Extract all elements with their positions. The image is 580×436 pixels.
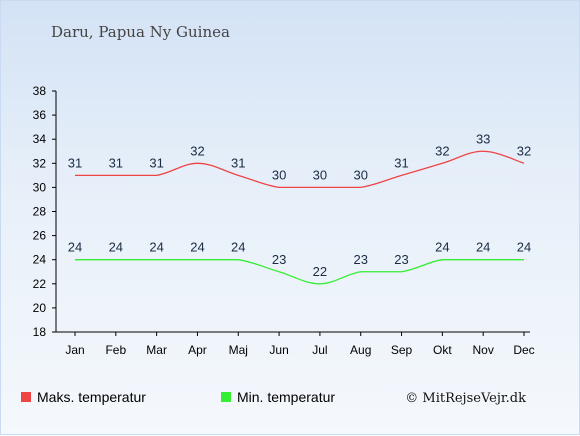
- data-label-max: 33: [476, 131, 490, 146]
- credit-text: © MitRejseVejr.dk: [405, 391, 526, 406]
- data-label-min: 22: [313, 264, 327, 279]
- x-tick-label: Aug: [350, 343, 371, 357]
- x-tick-label: Apr: [188, 343, 207, 357]
- data-label-min: 23: [272, 252, 286, 267]
- x-tick-label: Jul: [312, 343, 327, 357]
- y-tick-label: 22: [33, 277, 47, 291]
- x-tick-label: Nov: [473, 343, 494, 357]
- y-tick-label: 34: [33, 132, 47, 146]
- data-label-min: 24: [231, 240, 245, 255]
- y-tick-label: 36: [33, 108, 47, 122]
- legend: Maks. temperatur Min. temperatur: [21, 389, 335, 405]
- y-tick-label: 28: [33, 205, 47, 219]
- data-label-min: 24: [517, 240, 531, 255]
- series-layer: 31 31 31 32 31 30 30 30 31 32 33 32 24 24 24 24 24 23 22 23…: [68, 131, 531, 285]
- x-tick-label: Feb: [105, 343, 126, 357]
- series-line-min: [75, 259, 524, 285]
- data-label-max: 31: [149, 155, 163, 170]
- legend-swatch-max: [21, 392, 31, 402]
- data-label-max: 30: [272, 167, 286, 182]
- data-label-max: 30: [353, 167, 367, 182]
- data-label-min: 24: [149, 240, 163, 255]
- data-label-max: 31: [68, 155, 82, 170]
- x-tick-label: Sep: [391, 343, 413, 357]
- axes: 18 20 22 24 26 28 30 32 34 36 38 Jan Feb Mar Apr Maj Jun…: [33, 84, 535, 357]
- y-tick-label: 38: [33, 84, 47, 98]
- data-label-max: 31: [109, 155, 123, 170]
- data-label-max: 31: [231, 155, 245, 170]
- x-tick-label: Dec: [513, 343, 534, 357]
- y-tick-label: 26: [33, 229, 47, 243]
- legend-label-min: Min. temperatur: [237, 389, 335, 405]
- data-label-min: 24: [435, 240, 449, 255]
- data-label-max: 31: [394, 155, 408, 170]
- data-label-min: 23: [353, 252, 367, 267]
- data-label-max: 32: [190, 143, 204, 158]
- data-label-max: 32: [435, 143, 449, 158]
- data-label-max: 32: [517, 143, 531, 158]
- x-tick-label: Okt: [433, 343, 452, 357]
- data-label-min: 24: [190, 240, 204, 255]
- x-tick-label: Mar: [146, 343, 167, 357]
- legend-label-max: Maks. temperatur: [37, 389, 146, 405]
- y-tick-label: 32: [33, 156, 47, 170]
- data-label-min: 24: [476, 240, 490, 255]
- data-label-min: 24: [68, 240, 82, 255]
- series-line-max: [74, 150, 525, 189]
- chart-title: Daru, Papua Ny Guinea: [51, 23, 230, 41]
- y-tick-label: 20: [33, 301, 47, 315]
- y-tick-label: 30: [33, 180, 47, 194]
- legend-swatch-min: [221, 392, 231, 402]
- data-label-min: 23: [394, 252, 408, 267]
- x-tick-label: Jan: [65, 343, 84, 357]
- y-tick-label: 18: [33, 325, 47, 339]
- y-tick-label: 24: [33, 253, 47, 267]
- data-label-min: 24: [109, 240, 123, 255]
- x-tick-label: Maj: [229, 343, 248, 357]
- data-label-max: 30: [313, 167, 327, 182]
- x-tick-label: Jun: [269, 343, 288, 357]
